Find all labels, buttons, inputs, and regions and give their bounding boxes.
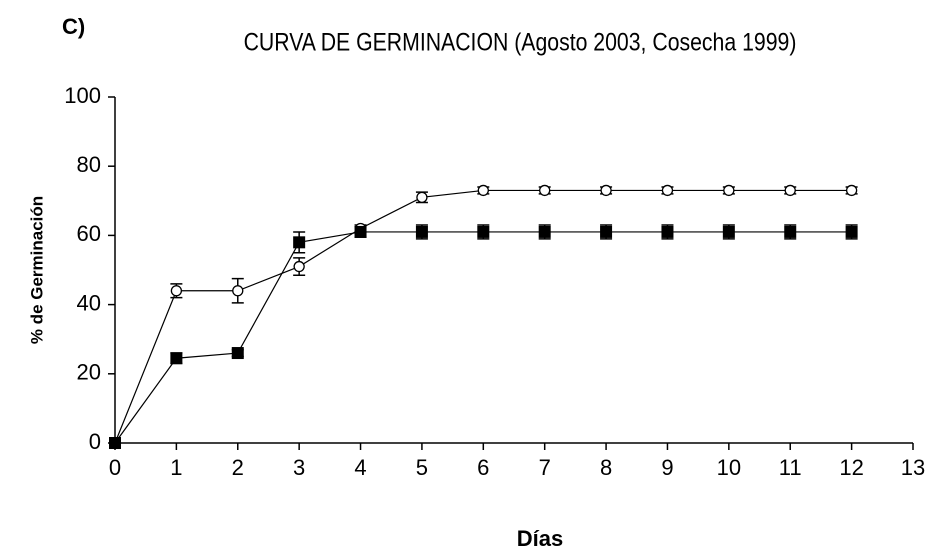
x-tick-label: 5 bbox=[416, 455, 428, 480]
marker bbox=[722, 225, 735, 238]
x-tick-label: 1 bbox=[170, 455, 182, 480]
marker bbox=[538, 225, 551, 238]
y-tick-label: 60 bbox=[77, 221, 101, 246]
marker bbox=[723, 184, 735, 197]
marker bbox=[109, 437, 121, 449]
marker bbox=[600, 225, 613, 238]
x-tick-label: 3 bbox=[293, 455, 305, 480]
x-tick-label: 11 bbox=[779, 455, 802, 480]
x-tick-label: 12 bbox=[839, 455, 863, 480]
marker bbox=[784, 225, 797, 238]
marker bbox=[293, 260, 305, 273]
marker bbox=[231, 347, 244, 360]
marker bbox=[845, 184, 858, 197]
marker bbox=[600, 184, 612, 197]
marker bbox=[784, 184, 796, 197]
marker bbox=[354, 225, 367, 238]
marker bbox=[293, 236, 306, 249]
marker bbox=[539, 184, 551, 197]
x-axis-label: Días bbox=[517, 526, 563, 551]
panel-label: C) bbox=[62, 14, 85, 39]
y-axis-label: % de Germinación bbox=[27, 196, 46, 344]
marker bbox=[170, 352, 183, 365]
marker bbox=[415, 225, 428, 238]
marker bbox=[845, 225, 858, 238]
x-tick-label: 13 bbox=[901, 455, 925, 480]
x-tick-label: 10 bbox=[717, 455, 741, 480]
marker bbox=[477, 184, 489, 197]
marker bbox=[661, 184, 674, 197]
marker bbox=[661, 225, 674, 238]
y-tick-label: 100 bbox=[64, 83, 101, 108]
y-tick-label: 0 bbox=[89, 429, 101, 454]
chart-title: CURVA DE GERMINACION (Agosto 2003, Cosec… bbox=[244, 28, 797, 56]
x-tick-label: 9 bbox=[661, 455, 673, 480]
x-tick-label: 2 bbox=[232, 455, 244, 480]
marker bbox=[232, 285, 244, 297]
series-line bbox=[114, 231, 852, 444]
y-tick-label: 20 bbox=[77, 360, 101, 385]
x-tick-label: 0 bbox=[109, 455, 121, 480]
x-tick-label: 6 bbox=[477, 455, 489, 480]
marker bbox=[416, 191, 428, 203]
x-tick-label: 7 bbox=[539, 455, 551, 480]
marker bbox=[477, 225, 490, 238]
marker bbox=[170, 285, 183, 297]
x-tick-label: 4 bbox=[354, 455, 366, 480]
x-tick-label: 8 bbox=[600, 455, 612, 480]
y-tick-label: 40 bbox=[77, 290, 101, 315]
y-tick-label: 80 bbox=[77, 152, 101, 177]
